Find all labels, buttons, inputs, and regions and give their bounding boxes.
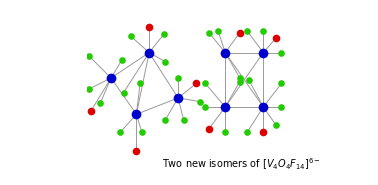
Text: Two new isomers of $\mathit{[V_4O_4F_{14}]^{6-}}$: Two new isomers of $\mathit{[V_4O_4F_{14… (162, 157, 321, 172)
